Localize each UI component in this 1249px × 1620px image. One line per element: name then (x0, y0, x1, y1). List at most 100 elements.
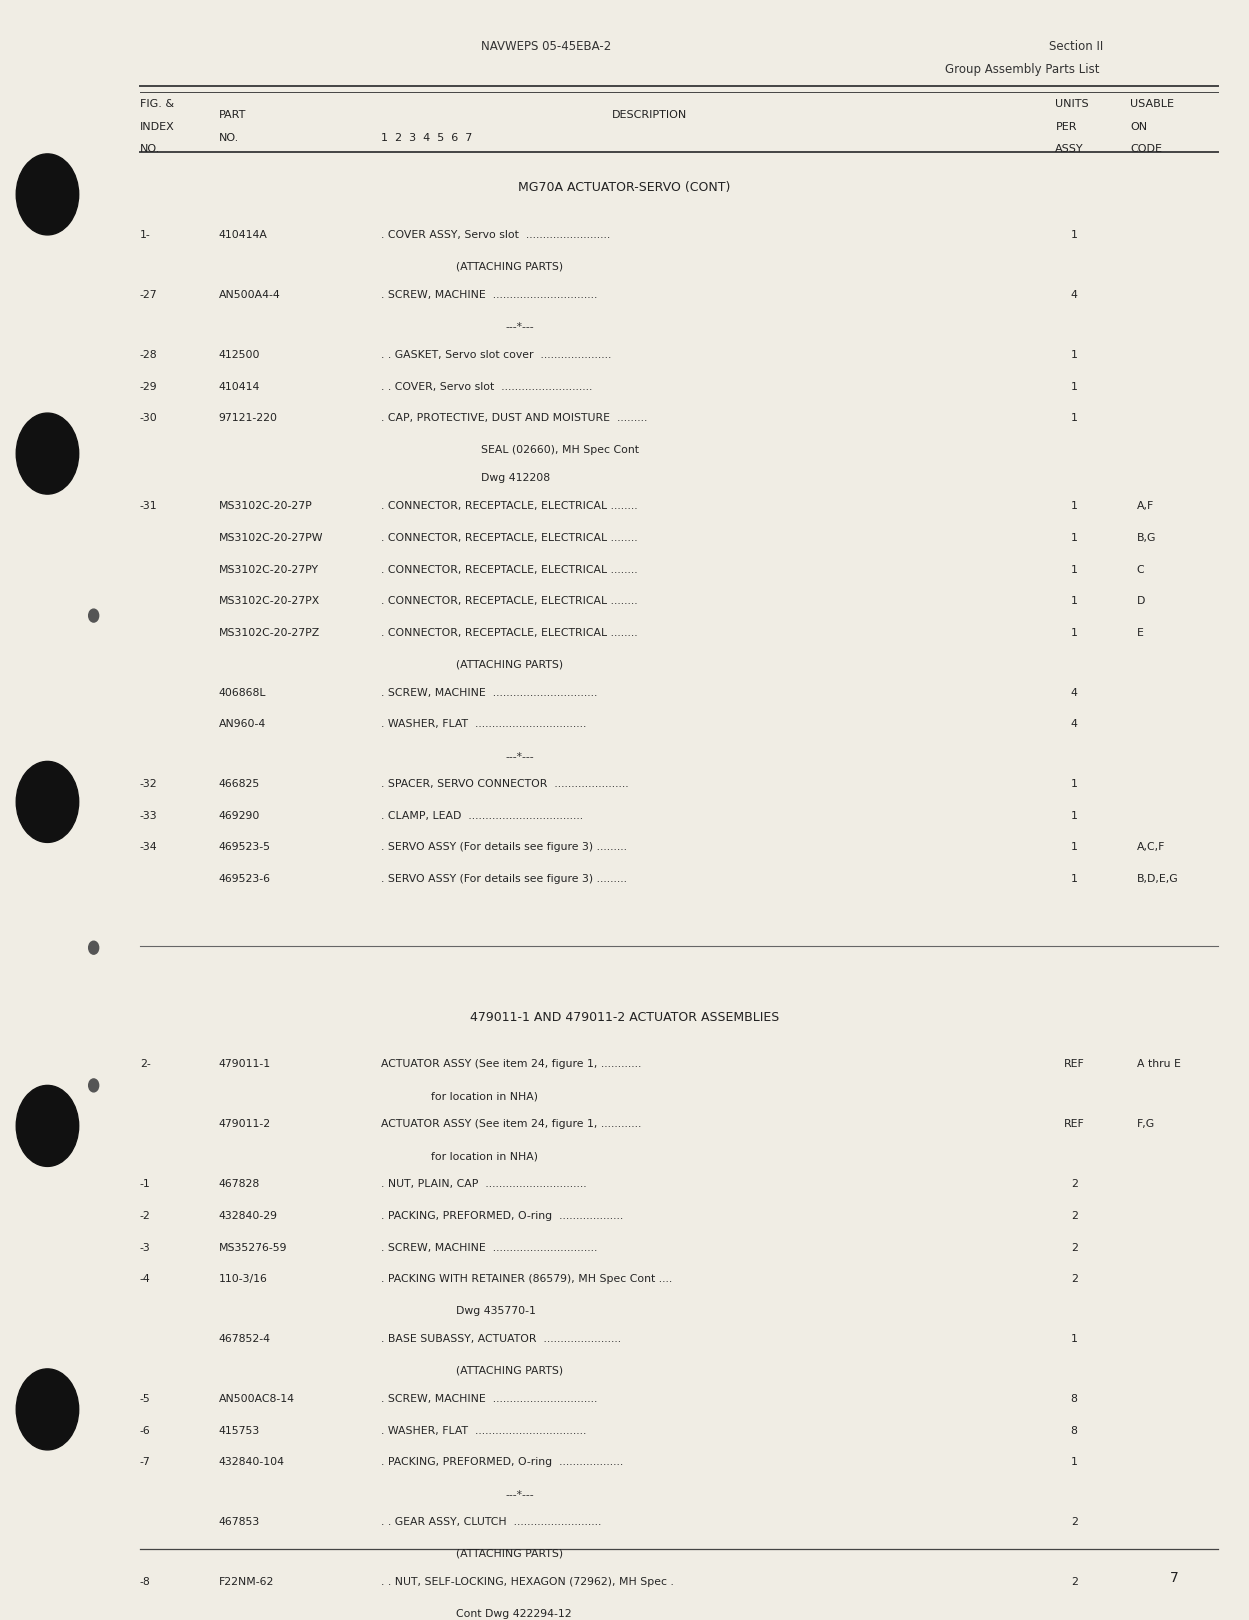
Text: 469523-5: 469523-5 (219, 842, 271, 852)
Text: -8: -8 (140, 1576, 151, 1588)
Text: AN500A4-4: AN500A4-4 (219, 290, 280, 300)
Text: -5: -5 (140, 1393, 151, 1405)
Text: NO.: NO. (219, 133, 239, 143)
Text: 2: 2 (1070, 1179, 1078, 1189)
Text: . SPACER, SERVO CONNECTOR  ......................: . SPACER, SERVO CONNECTOR ..............… (381, 779, 628, 789)
Text: 1: 1 (1070, 564, 1078, 575)
Text: MS3102C-20-27PY: MS3102C-20-27PY (219, 564, 318, 575)
Text: MS3102C-20-27PX: MS3102C-20-27PX (219, 596, 320, 606)
Text: ON: ON (1130, 122, 1148, 131)
Text: 7: 7 (1169, 1571, 1179, 1586)
Text: (ATTACHING PARTS): (ATTACHING PARTS) (456, 1366, 563, 1375)
Text: 97121-220: 97121-220 (219, 413, 277, 423)
Text: 1: 1 (1070, 350, 1078, 360)
Text: Cont Dwg 422294-12: Cont Dwg 422294-12 (456, 1609, 572, 1618)
Text: Dwg 412208: Dwg 412208 (481, 473, 550, 483)
Text: A,F: A,F (1137, 501, 1154, 512)
Text: 467852-4: 467852-4 (219, 1333, 271, 1345)
Text: (ATTACHING PARTS): (ATTACHING PARTS) (456, 659, 563, 669)
Text: 410414: 410414 (219, 381, 260, 392)
Text: 479011-1 AND 479011-2 ACTUATOR ASSEMBLIES: 479011-1 AND 479011-2 ACTUATOR ASSEMBLIE… (470, 1011, 779, 1024)
Circle shape (16, 1369, 79, 1450)
Text: 1-: 1- (140, 230, 151, 240)
Text: 4: 4 (1070, 290, 1078, 300)
Text: . WASHER, FLAT  .................................: . WASHER, FLAT .........................… (381, 1426, 586, 1435)
Text: for location in NHA): for location in NHA) (431, 1090, 538, 1102)
Text: 1: 1 (1070, 627, 1078, 638)
Text: 4: 4 (1070, 719, 1078, 729)
Text: 479011-2: 479011-2 (219, 1119, 271, 1129)
Text: . PACKING, PREFORMED, O-ring  ...................: . PACKING, PREFORMED, O-ring ...........… (381, 1210, 623, 1221)
Text: 1: 1 (1070, 779, 1078, 789)
Circle shape (89, 941, 99, 954)
Text: for location in NHA): for location in NHA) (431, 1150, 538, 1162)
Text: ACTUATOR ASSY (See item 24, figure 1, ............: ACTUATOR ASSY (See item 24, figure 1, ..… (381, 1059, 641, 1069)
Text: SEAL (02660), MH Spec Cont: SEAL (02660), MH Spec Cont (481, 444, 639, 455)
Text: 469523-6: 469523-6 (219, 873, 271, 885)
Text: ---*---: ---*--- (506, 321, 535, 332)
Text: 1: 1 (1070, 596, 1078, 606)
Text: -3: -3 (140, 1243, 151, 1252)
Text: ---*---: ---*--- (506, 750, 535, 761)
Text: 2: 2 (1070, 1516, 1078, 1528)
Text: 2: 2 (1070, 1210, 1078, 1221)
Text: 466825: 466825 (219, 779, 260, 789)
Circle shape (16, 413, 79, 494)
Text: A thru E: A thru E (1137, 1059, 1180, 1069)
Text: . BASE SUBASSY, ACTUATOR  .......................: . BASE SUBASSY, ACTUATOR ...............… (381, 1333, 621, 1345)
Text: REF: REF (1064, 1119, 1084, 1129)
Circle shape (16, 761, 79, 842)
Text: 1: 1 (1070, 842, 1078, 852)
Text: UNITS: UNITS (1055, 99, 1089, 109)
Text: 110-3/16: 110-3/16 (219, 1273, 267, 1285)
Text: -29: -29 (140, 381, 157, 392)
Text: . CONNECTOR, RECEPTACLE, ELECTRICAL ........: . CONNECTOR, RECEPTACLE, ELECTRICAL ....… (381, 596, 637, 606)
Text: MS3102C-20-27PZ: MS3102C-20-27PZ (219, 627, 320, 638)
Text: 412500: 412500 (219, 350, 260, 360)
Text: -6: -6 (140, 1426, 151, 1435)
Text: . CAP, PROTECTIVE, DUST AND MOISTURE  .........: . CAP, PROTECTIVE, DUST AND MOISTURE ...… (381, 413, 647, 423)
Text: -31: -31 (140, 501, 157, 512)
Circle shape (89, 1079, 99, 1092)
Circle shape (16, 154, 79, 235)
Text: D: D (1137, 596, 1145, 606)
Text: REF: REF (1064, 1059, 1084, 1069)
Text: . SCREW, MACHINE  ...............................: . SCREW, MACHINE .......................… (381, 687, 597, 698)
Text: 1: 1 (1070, 873, 1078, 885)
Text: FIG. &: FIG. & (140, 99, 174, 109)
Text: . . NUT, SELF-LOCKING, HEXAGON (72962), MH Spec .: . . NUT, SELF-LOCKING, HEXAGON (72962), … (381, 1576, 673, 1588)
Text: 8: 8 (1070, 1393, 1078, 1405)
Text: 1: 1 (1070, 533, 1078, 543)
Text: . PACKING, PREFORMED, O-ring  ...................: . PACKING, PREFORMED, O-ring ...........… (381, 1456, 623, 1468)
Text: AN500AC8-14: AN500AC8-14 (219, 1393, 295, 1405)
Text: . WASHER, FLAT  .................................: . WASHER, FLAT .........................… (381, 719, 586, 729)
Text: -7: -7 (140, 1456, 151, 1468)
Text: 4: 4 (1070, 687, 1078, 698)
Text: 2: 2 (1070, 1576, 1078, 1588)
Text: -27: -27 (140, 290, 157, 300)
Text: -2: -2 (140, 1210, 151, 1221)
Text: (ATTACHING PARTS): (ATTACHING PARTS) (456, 1549, 563, 1558)
Text: . SERVO ASSY (For details see figure 3) .........: . SERVO ASSY (For details see figure 3) … (381, 842, 627, 852)
Text: INDEX: INDEX (140, 122, 175, 131)
Text: -33: -33 (140, 810, 157, 821)
Text: 1: 1 (1070, 1333, 1078, 1345)
Text: -28: -28 (140, 350, 157, 360)
Text: PER: PER (1055, 122, 1077, 131)
Text: . CONNECTOR, RECEPTACLE, ELECTRICAL ........: . CONNECTOR, RECEPTACLE, ELECTRICAL ....… (381, 564, 637, 575)
Text: 479011-1: 479011-1 (219, 1059, 271, 1069)
Text: E: E (1137, 627, 1144, 638)
Text: -30: -30 (140, 413, 157, 423)
Text: 2: 2 (1070, 1273, 1078, 1285)
Text: B,D,E,G: B,D,E,G (1137, 873, 1178, 885)
Text: . . COVER, Servo slot  ...........................: . . COVER, Servo slot ..................… (381, 381, 592, 392)
Text: MS3102C-20-27PW: MS3102C-20-27PW (219, 533, 323, 543)
Text: C: C (1137, 564, 1144, 575)
Text: F,G: F,G (1137, 1119, 1155, 1129)
Text: 1: 1 (1070, 810, 1078, 821)
Text: 467853: 467853 (219, 1516, 260, 1528)
Text: 1: 1 (1070, 413, 1078, 423)
Text: 1  2  3  4  5  6  7: 1 2 3 4 5 6 7 (381, 133, 472, 143)
Text: 406868L: 406868L (219, 687, 266, 698)
Text: CODE: CODE (1130, 144, 1163, 154)
